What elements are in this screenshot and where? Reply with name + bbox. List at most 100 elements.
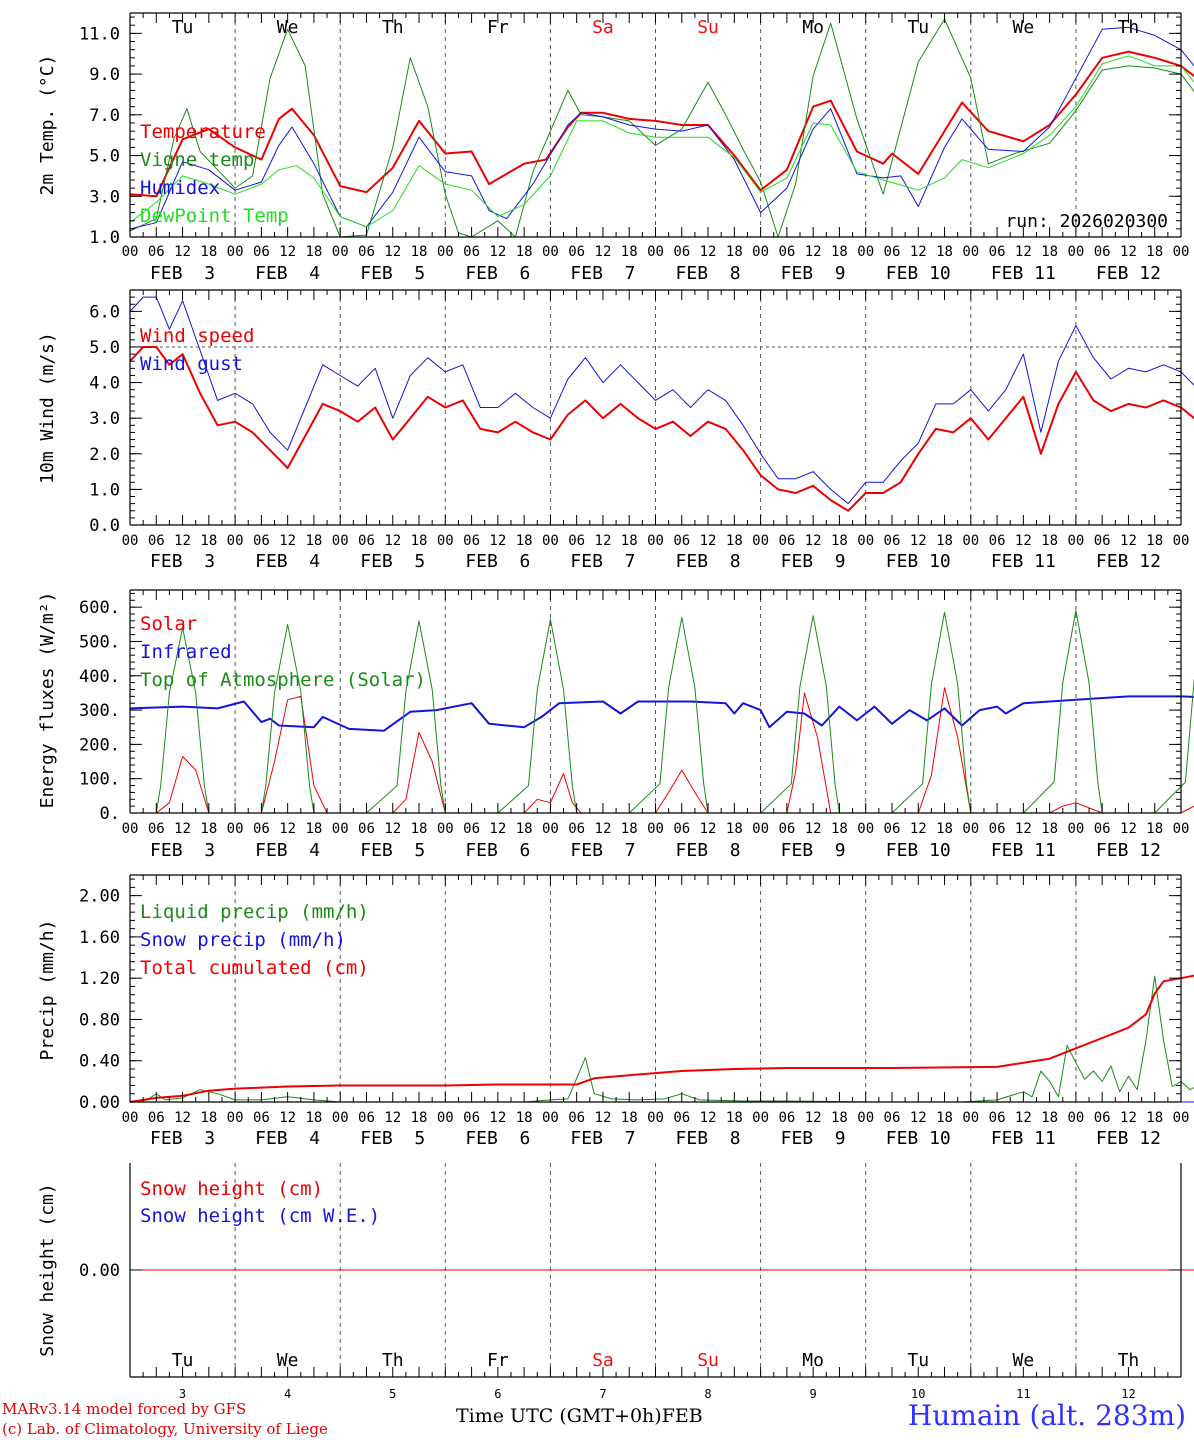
station-label: Humain (alt. 283m) (907, 1399, 1186, 1432)
day-number-label: 11 (1016, 1387, 1030, 1401)
hour-tick-label: 12 (384, 1110, 401, 1126)
hour-tick-label: 12 (910, 533, 927, 549)
date-label: FEB 8 (676, 551, 741, 572)
date-label: FEB 7 (570, 263, 635, 284)
hour-tick-label: 06 (253, 533, 270, 549)
date-label: FEB 7 (570, 840, 635, 861)
hour-tick-label: 06 (358, 821, 375, 837)
hour-tick-label: 18 (200, 1110, 217, 1126)
hour-tick-label: 06 (778, 821, 795, 837)
series-line-solar (130, 687, 1194, 814)
chart-panel-snow: 0.00 Snow height (cm) Snow height (cm) Snow… (37, 1163, 1194, 1378)
hour-tick-label: 18 (516, 821, 533, 837)
y-tick-label: 0.00 (79, 1093, 120, 1113)
weekday-label: Sa (592, 17, 614, 38)
weekday-label: Tu (172, 17, 194, 38)
y-tick-label: 0.0 (89, 516, 120, 536)
day-number-label: 4 (284, 1387, 291, 1401)
hour-tick-label: 12 (1120, 1110, 1137, 1126)
weekday-label: Tu (907, 1350, 929, 1371)
y-tick-label: 4.0 (89, 374, 120, 394)
hour-tick-label: 06 (358, 1110, 375, 1126)
hour-tick-label: 06 (253, 821, 270, 837)
model-credit: MARv3.14 model forced by GFS (2, 1400, 247, 1418)
y-axis-label: Snow height (cm) (37, 1183, 58, 1356)
hour-tick-label: 18 (726, 821, 743, 837)
hour-tick-label: 12 (1120, 533, 1137, 549)
legend-entry: DewPoint Temp (140, 205, 289, 227)
hour-tick-label: 18 (1146, 244, 1163, 260)
hour-tick-label: 06 (1094, 533, 1111, 549)
legend-entry: Wind gust (140, 353, 243, 375)
legend-entry: Solar (140, 613, 197, 635)
hour-tick-label: 18 (621, 821, 638, 837)
hour-tick-label: 06 (673, 821, 690, 837)
hour-tick-label: 00 (647, 533, 664, 549)
hour-tick-label: 12 (384, 533, 401, 549)
series-line-vigne-temp (129, 18, 1194, 238)
hour-tick-label: 00 (1173, 821, 1190, 837)
hour-tick-label: 18 (621, 1110, 638, 1126)
hour-tick-label: 00 (647, 821, 664, 837)
chart-panel-energy: 0. 100. 200. 300. 400. 500. 600. Energy fluxes … (37, 589, 1194, 861)
hour-tick-label: 00 (437, 1110, 454, 1126)
weekday-label: Th (1118, 17, 1140, 38)
hour-tick-label: 12 (384, 244, 401, 260)
hour-tick-label: 00 (857, 244, 874, 260)
date-label: FEB 9 (781, 551, 846, 572)
month-label: FEB (661, 1405, 703, 1427)
date-label: FEB 5 (360, 551, 425, 572)
y-axis-label: 10m Wind (m/s) (37, 332, 58, 484)
hour-tick-label: 06 (673, 533, 690, 549)
y-tick-label: 7.0 (89, 106, 120, 126)
hour-tick-label: 12 (489, 244, 506, 260)
hour-tick-label: 00 (1173, 1110, 1190, 1126)
date-label: FEB 10 (886, 1128, 951, 1149)
hour-tick-label: 00 (437, 821, 454, 837)
y-tick-label: 0.80 (79, 1010, 120, 1030)
day-number-label: 5 (389, 1387, 396, 1401)
hour-tick-label: 18 (411, 821, 428, 837)
weekday-label: Th (1118, 1350, 1140, 1371)
hour-tick-label: 18 (936, 533, 953, 549)
y-tick-label: 5.0 (89, 147, 120, 167)
hour-tick-label: 18 (1146, 821, 1163, 837)
hour-tick-label: 06 (1094, 1110, 1111, 1126)
hour-tick-label: 12 (279, 1110, 296, 1126)
date-label: FEB 7 (570, 551, 635, 572)
series-line-dewpoint-temp (129, 55, 1194, 228)
hour-tick-label: 12 (279, 533, 296, 549)
hour-tick-label: 18 (200, 533, 217, 549)
hour-tick-label: 06 (884, 244, 901, 260)
hour-tick-label: 00 (542, 244, 559, 260)
hour-tick-label: 12 (489, 821, 506, 837)
day-number-label: 8 (704, 1387, 711, 1401)
hour-tick-label: 06 (253, 1110, 270, 1126)
hour-tick-label: 18 (936, 1110, 953, 1126)
hour-tick-label: 18 (200, 244, 217, 260)
hour-tick-label: 00 (227, 821, 244, 837)
date-label: FEB 4 (255, 1128, 320, 1149)
hour-tick-label: 00 (752, 533, 769, 549)
y-axis-label: Precip (mm/h) (37, 920, 58, 1061)
y-tick-label: 0.00 (79, 1261, 120, 1281)
hour-tick-label: 00 (962, 1110, 979, 1126)
hour-tick-label: 00 (122, 244, 139, 260)
hour-tick-label: 12 (910, 1110, 927, 1126)
legend-entry: Humidex (140, 177, 220, 199)
day-number-label: 10 (911, 1387, 925, 1401)
hour-tick-label: 00 (332, 244, 349, 260)
hour-tick-label: 00 (962, 533, 979, 549)
hour-tick-label: 12 (595, 1110, 612, 1126)
chart-panel-wind: 0.0 1.0 2.0 3.0 4.0 5.0 6.0 10m Wind (m/s) 00 06 1… (37, 289, 1194, 572)
hour-tick-label: 06 (463, 533, 480, 549)
hour-tick-label: 18 (1041, 821, 1058, 837)
y-tick-label: 100. (79, 770, 120, 790)
hour-tick-label: 18 (831, 244, 848, 260)
hour-tick-label: 18 (1041, 1110, 1058, 1126)
date-label: FEB 6 (465, 551, 530, 572)
legend-entry: Snow height (cm W.E.) (140, 1205, 380, 1227)
hour-tick-label: 18 (726, 244, 743, 260)
hour-tick-label: 18 (831, 533, 848, 549)
run-label: run: 2026020300 (1005, 211, 1168, 232)
